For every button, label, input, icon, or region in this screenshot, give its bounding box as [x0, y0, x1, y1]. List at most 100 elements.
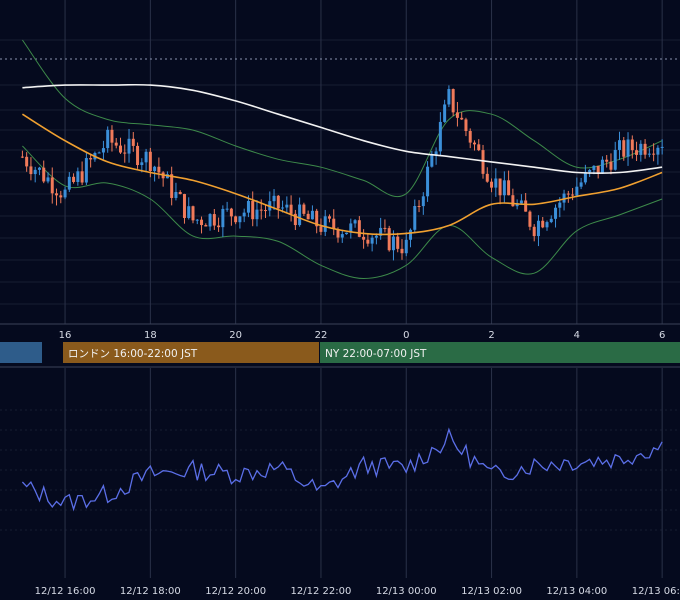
candle-body	[29, 166, 33, 175]
candle-body	[153, 166, 157, 172]
candle-body	[72, 176, 76, 182]
candle-body	[374, 235, 378, 238]
candle-body	[541, 220, 545, 228]
osc-x-tick-label: 12/12 22:00	[291, 586, 352, 597]
session-tokyo	[0, 342, 42, 363]
candle-body	[89, 158, 93, 160]
ma-long-line	[22, 83, 663, 174]
candle-body	[549, 218, 553, 223]
osc-x-tick-label: 12/13 04:00	[546, 586, 607, 597]
candle-body	[498, 178, 502, 196]
candle-body	[285, 204, 289, 208]
candle-body	[327, 216, 331, 219]
candle-body	[515, 203, 519, 207]
candle-body	[264, 210, 268, 212]
price-x-tick-label: 22	[315, 330, 328, 341]
candle-body	[656, 147, 660, 155]
candle-body	[383, 227, 387, 229]
candle-body	[298, 204, 302, 226]
candle-body	[600, 159, 604, 174]
candle-body	[259, 209, 263, 211]
candle-body	[42, 167, 46, 182]
candle-body	[472, 142, 476, 145]
candle-body	[502, 180, 506, 196]
candle-body	[208, 214, 212, 227]
candle-body	[596, 165, 600, 174]
osc-x-tick-label: 12/12 20:00	[205, 586, 266, 597]
osc-x-tick-label: 12/13 00:00	[376, 586, 437, 597]
candle-body	[140, 162, 144, 166]
osc-x-tick-label: 12/13 06:00	[632, 586, 680, 597]
candle-body	[370, 237, 374, 244]
candle-body	[417, 206, 421, 208]
candle-body	[652, 153, 656, 155]
candle-body	[302, 204, 306, 214]
candle-body	[583, 172, 587, 183]
candle-body	[536, 220, 540, 237]
candle-body	[80, 171, 84, 183]
candle-body	[217, 225, 221, 228]
candle-body	[336, 229, 340, 238]
candle-body	[106, 129, 110, 149]
session-bar: ロンドン 16:00-22:00 JST NY 22:00-07:00 JST	[0, 342, 680, 363]
candle-body	[558, 202, 562, 208]
candle-body	[306, 213, 310, 220]
candle-body	[332, 218, 336, 230]
candle-body	[195, 219, 199, 221]
candle-body	[229, 208, 233, 217]
candle-body	[639, 143, 643, 155]
candle-body	[622, 140, 626, 157]
candle-body	[481, 150, 485, 174]
candle-body	[345, 232, 349, 235]
candle-body	[413, 206, 417, 230]
candle-body	[592, 165, 596, 170]
candle-body	[238, 216, 242, 223]
candle-body	[97, 152, 101, 154]
osc-x-tick-label: 12/12 16:00	[35, 586, 96, 597]
candle-body	[50, 177, 54, 194]
candle-body	[59, 195, 63, 198]
candle-body	[379, 227, 383, 236]
candle-body	[485, 173, 489, 182]
price-x-tick-label: 18	[144, 330, 157, 341]
candle-body	[340, 234, 344, 238]
candle-body	[362, 236, 366, 240]
candle-body	[272, 195, 276, 202]
price-pane-grid	[0, 0, 680, 324]
candle-body	[532, 226, 536, 237]
candle-body	[349, 223, 353, 233]
candle-body	[409, 229, 413, 240]
candle-body	[84, 158, 88, 183]
candle-body	[468, 130, 472, 143]
candle-body	[55, 193, 59, 196]
candle-body	[315, 210, 319, 227]
candle-body	[421, 196, 425, 207]
candle-body	[246, 200, 250, 213]
candle-body	[25, 156, 29, 167]
candle-body	[37, 167, 41, 170]
candle-body	[110, 129, 114, 143]
candle-body	[187, 206, 191, 218]
candle-body	[490, 181, 494, 188]
candle-body	[545, 222, 549, 228]
candle-body	[391, 236, 395, 251]
candle-body	[323, 216, 327, 232]
candle-body	[430, 155, 434, 167]
candle-body	[182, 194, 186, 218]
candle-body	[123, 152, 127, 154]
candle-body	[404, 239, 408, 254]
candle-body	[136, 145, 140, 166]
bollinger-upper	[21, 39, 663, 198]
candle-body	[434, 151, 438, 156]
candle-body	[127, 138, 131, 154]
oscillator-path	[21, 427, 663, 512]
candle-body	[67, 176, 71, 190]
candle-body	[528, 211, 532, 227]
candle-body	[618, 140, 621, 150]
candle-body	[118, 145, 122, 153]
price-x-tick-label: 2	[488, 330, 494, 341]
candle-body	[76, 171, 80, 182]
